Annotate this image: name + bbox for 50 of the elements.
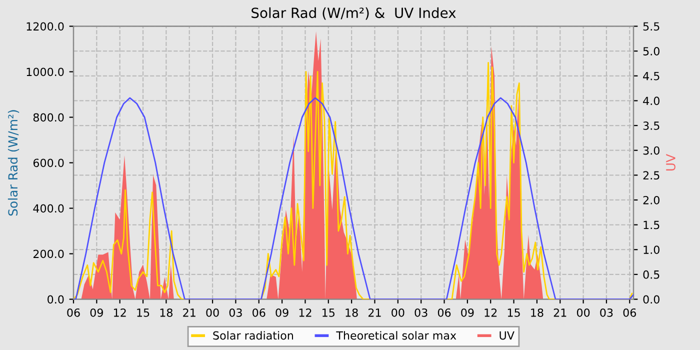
x-tick-label: 06 [67,308,80,317]
x-tick-label: 03 [414,308,428,317]
y2-tick-label: 4.0 [643,96,660,106]
x-tick-label: 00 [392,308,404,317]
y-axis-title: Solar Rad (W/m²) [8,110,20,216]
y2-tick-label: 4.5 [643,72,660,80]
y2-tick-label: 1.0 [644,246,660,254]
x-tick-label: 18 [531,308,544,317]
y-tick-label: 400.0 [33,204,64,213]
legend-label: Theoretical solar max [336,331,456,340]
x-tick-label: 15 [322,308,334,317]
x-tick-label: 21 [554,308,566,317]
x-tick-label: 21 [183,308,196,317]
x-tick-label: 18 [346,308,358,317]
x-tick-label: 00 [576,308,590,317]
y2-tick-label: 0.5 [643,270,660,279]
x-tick-label: 03 [229,308,242,317]
y-tick-label: 200.0 [33,250,64,258]
y-tick-label: 0.0 [48,295,64,304]
chart-title: Solar Rad (W/m²) & UV Index [252,7,456,20]
x-tick-label: 00 [206,308,219,317]
y-tick-label: 1000.0 [26,68,64,76]
y2-tick-label: 1.5 [644,220,660,230]
legend-label: UV [500,331,514,340]
y-tick-label: 800.0 [33,113,64,122]
x-tick-label: 15 [137,308,150,317]
x-tick-label: 03 [600,308,613,317]
x-tick-label: 12 [299,308,312,317]
legend-label: Solar radiation [213,331,294,340]
x-tick-label: 06 [623,308,636,317]
x-tick-label: 21 [368,308,381,317]
x-tick-label: 12 [484,308,497,317]
x-tick-label: 15 [508,308,520,317]
x-tick-label: 09 [276,308,288,317]
y2-tick-label: 0.0 [643,295,660,304]
y-tick-label: 600.0 [33,158,64,168]
y2-tick-label: 5.0 [643,47,660,56]
y-tick-label: 1200.0 [26,22,64,31]
x-tick-label: 09 [461,308,474,317]
x-tick-label: 18 [160,308,172,317]
x-tick-label: 12 [114,308,126,317]
x-tick-label: 09 [90,308,103,317]
y2-tick-label: 2.5 [643,171,660,180]
y2-axis-title: UV [666,154,676,171]
x-tick-label: 06 [438,308,451,317]
y2-tick-label: 5.5 [643,22,660,31]
x-tick-label: 06 [252,308,266,317]
y2-tick-label: 3.5 [643,122,660,130]
y2-tick-label: 3.0 [643,146,660,155]
y2-tick-label: 2.0 [643,196,660,204]
